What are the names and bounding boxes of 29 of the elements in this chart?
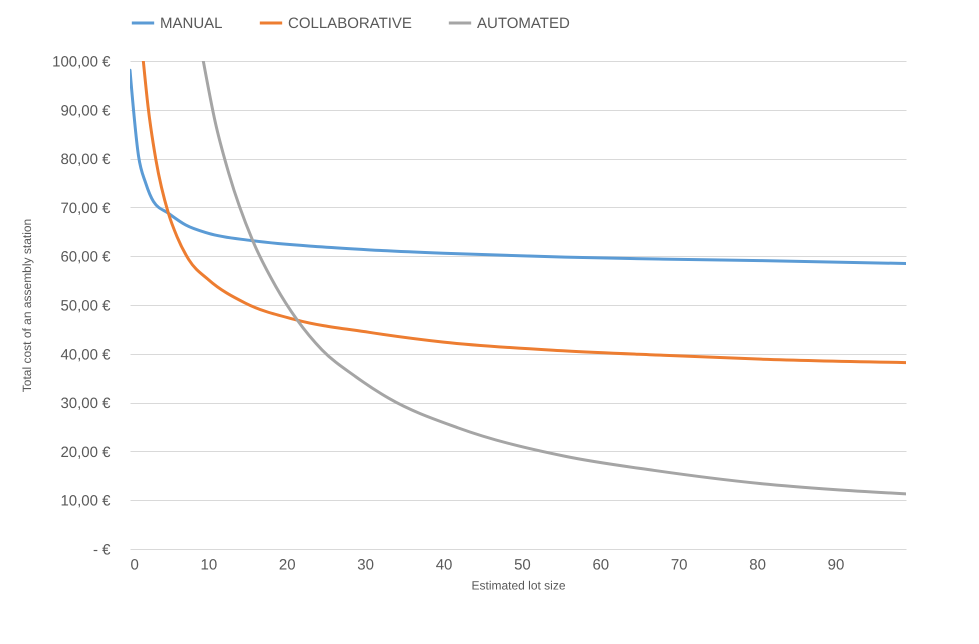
y-tick-label: 10,00 € (60, 492, 112, 510)
x-tick-label: 50 (514, 556, 531, 574)
y-axis-title: Total cost of an assembly station (20, 218, 34, 392)
x-tick-label: 60 (592, 556, 610, 574)
y-tick-label: - € (92, 542, 112, 558)
y-tick-label: 40,00 € (60, 346, 112, 364)
x-tick-label: 0 (130, 556, 139, 574)
x-tick-label: 30 (357, 556, 374, 574)
x-tick-label: 10 (200, 556, 218, 574)
y-tick-label: 90,00 € (60, 102, 112, 120)
x-tick-label: 80 (749, 556, 766, 574)
y-tick-label: 70,00 € (60, 200, 112, 217)
line-series (202, 61, 906, 496)
y-tick-label: 20,00 € (60, 444, 112, 461)
legend-label: COLLABORATIVE (288, 15, 412, 32)
y-tick-label: 30,00 € (60, 395, 112, 412)
legend-label: MANUAL (160, 15, 223, 32)
x-tick-label: 40 (436, 556, 452, 574)
x-tick-label: 90 (828, 556, 844, 574)
line-series (142, 61, 906, 364)
line-series (130, 68, 906, 266)
x-tick-label: 70 (670, 556, 688, 574)
legend-label: AUTOMATED (477, 15, 570, 32)
y-tick-label: 100,00 € (52, 54, 112, 70)
y-tick-label: 50,00 € (60, 298, 112, 314)
x-tick-label: 20 (278, 556, 296, 574)
y-tick-label: 60,00 € (60, 248, 112, 266)
x-axis-title: Estimated lot size (471, 578, 566, 592)
y-tick-label: 80,00 € (60, 151, 112, 168)
